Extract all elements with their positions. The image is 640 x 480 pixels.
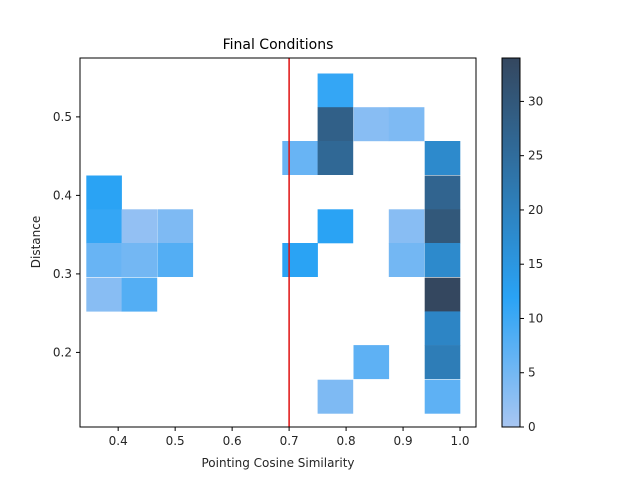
heatmap-cell-2 xyxy=(121,209,158,244)
x-tick-label: 0.4 xyxy=(109,434,128,448)
heatmap-cell-17 xyxy=(353,345,390,380)
y-tick-label: 0.4 xyxy=(53,188,72,202)
heatmap-cell-11 xyxy=(317,73,354,108)
heatmap-cells xyxy=(86,73,461,414)
heatmap-cell-26 xyxy=(424,311,461,346)
heatmap-cell-5 xyxy=(121,243,158,277)
x-tick-label: 0.9 xyxy=(394,434,413,448)
heatmap-cell-15 xyxy=(317,379,354,414)
colorbar-tick-label: 20 xyxy=(528,203,543,217)
heatmap-cell-3 xyxy=(157,209,194,244)
heatmap-cell-9 xyxy=(282,141,318,175)
x-tick-label: 0.6 xyxy=(223,434,242,448)
heatmap-cell-0 xyxy=(86,175,122,210)
chart-title: Final Conditions xyxy=(223,37,334,53)
x-tick-label: 1.0 xyxy=(450,434,469,448)
heatmap-cell-28 xyxy=(424,379,461,414)
heatmap-cell-25 xyxy=(424,277,461,312)
colorbar xyxy=(501,57,521,428)
colorbar-tick-label: 15 xyxy=(528,257,543,271)
heatmap-cell-23 xyxy=(424,209,461,244)
heatmap-cell-14 xyxy=(317,209,354,244)
y-tick-label: 0.5 xyxy=(53,110,72,124)
colorbar-tick-label: 0 xyxy=(528,420,536,434)
y-axis-label: Distance xyxy=(29,216,43,268)
heatmap-cell-8 xyxy=(121,277,158,312)
heatmap-cell-19 xyxy=(388,209,425,244)
y-axis-ticks: 0.2 0.3 0.4 0.5 xyxy=(53,110,80,359)
heatmap-cell-12 xyxy=(317,107,354,142)
heatmap-cell-1 xyxy=(86,209,122,244)
heatmap-cell-18 xyxy=(388,107,425,142)
heatmap-cell-24 xyxy=(424,243,461,277)
heatmap-cell-6 xyxy=(157,243,194,277)
plot-frame xyxy=(79,57,477,428)
heatmap-cell-16 xyxy=(353,107,390,142)
y-tick-label: 0.3 xyxy=(53,267,72,281)
heatmap-cell-22 xyxy=(424,175,461,210)
heatmap-cell-10 xyxy=(282,243,318,277)
colorbar-ticks: 0 5 10 15 20 25 30 xyxy=(520,94,543,434)
heatmap-cell-4 xyxy=(86,243,122,277)
heatmap-cell-20 xyxy=(388,243,425,277)
x-tick-label: 0.7 xyxy=(280,434,299,448)
heatmap-cell-21 xyxy=(424,141,461,175)
heatmap-cell-27 xyxy=(424,345,461,380)
x-axis-label: Pointing Cosine Similarity xyxy=(201,456,354,470)
colorbar-tick-label: 10 xyxy=(528,311,543,325)
x-tick-label: 0.5 xyxy=(166,434,185,448)
colorbar-tick-label: 25 xyxy=(528,149,543,163)
x-tick-label: 0.8 xyxy=(337,434,356,448)
y-tick-label: 0.2 xyxy=(53,345,72,359)
heatmap-cell-13 xyxy=(317,141,354,175)
colorbar-tick-label: 30 xyxy=(528,94,543,108)
colorbar-tick-label: 5 xyxy=(528,366,536,380)
x-axis-ticks: 0.4 0.5 0.6 0.7 0.8 0.9 1.0 xyxy=(109,427,470,448)
heatmap-cell-7 xyxy=(86,277,122,312)
